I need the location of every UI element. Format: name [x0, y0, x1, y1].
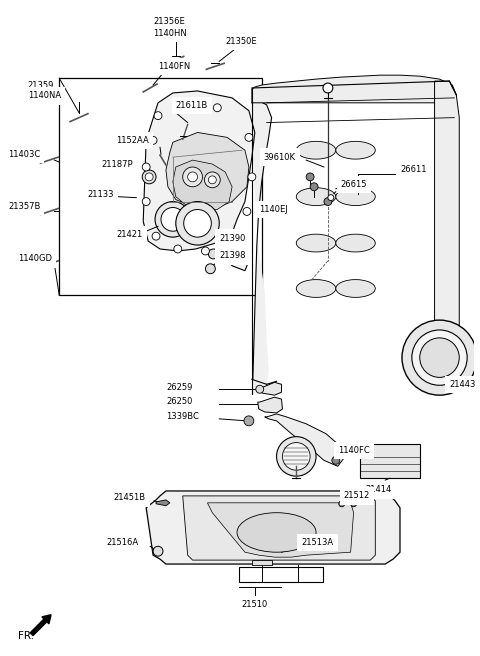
Ellipse shape	[336, 188, 375, 205]
Text: 26615: 26615	[341, 180, 367, 190]
Circle shape	[420, 338, 459, 377]
Circle shape	[282, 443, 310, 470]
Text: 21356E: 21356E	[153, 17, 185, 26]
Text: 1152AA: 1152AA	[117, 136, 149, 145]
Polygon shape	[173, 160, 232, 211]
Circle shape	[243, 207, 251, 215]
Circle shape	[339, 501, 345, 507]
Text: 1339BC: 1339BC	[166, 413, 199, 421]
Text: 26259: 26259	[166, 382, 192, 392]
Circle shape	[188, 172, 198, 182]
Text: 1140NA: 1140NA	[28, 91, 61, 100]
Circle shape	[324, 197, 332, 205]
Circle shape	[310, 183, 318, 191]
Text: 11403C: 11403C	[8, 150, 40, 159]
Circle shape	[161, 207, 185, 231]
Text: 1140HN: 1140HN	[153, 29, 187, 38]
Circle shape	[202, 247, 209, 255]
Text: 39610K: 39610K	[264, 153, 296, 161]
Bar	[360, 443, 420, 478]
Ellipse shape	[237, 513, 316, 552]
Ellipse shape	[336, 234, 375, 252]
Ellipse shape	[296, 141, 336, 159]
Text: 26250: 26250	[166, 397, 192, 405]
Circle shape	[205, 264, 216, 274]
Circle shape	[328, 195, 334, 201]
Circle shape	[142, 170, 156, 184]
Text: 21133: 21133	[87, 190, 113, 199]
Text: 1140FC: 1140FC	[338, 446, 370, 455]
Polygon shape	[252, 560, 272, 565]
Text: 21421: 21421	[117, 230, 143, 239]
Bar	[59, 78, 262, 295]
Text: 26611: 26611	[400, 165, 427, 174]
Circle shape	[204, 172, 220, 188]
Circle shape	[332, 457, 340, 464]
Text: 21510: 21510	[242, 600, 268, 609]
Circle shape	[402, 320, 477, 395]
Text: 21516A: 21516A	[107, 538, 139, 547]
Polygon shape	[183, 496, 375, 560]
Polygon shape	[166, 133, 249, 209]
Circle shape	[256, 385, 264, 393]
Circle shape	[176, 201, 219, 245]
Text: 21350E: 21350E	[225, 37, 257, 46]
Polygon shape	[143, 91, 255, 271]
Ellipse shape	[296, 279, 336, 297]
Text: 21390: 21390	[219, 234, 246, 243]
Circle shape	[153, 546, 163, 556]
Circle shape	[350, 501, 357, 507]
Polygon shape	[252, 101, 272, 394]
Circle shape	[213, 104, 221, 112]
Text: 21512: 21512	[344, 491, 370, 501]
Circle shape	[149, 136, 157, 144]
Text: 21443: 21443	[449, 380, 476, 389]
Circle shape	[245, 133, 253, 141]
Circle shape	[183, 167, 203, 187]
FancyArrow shape	[30, 615, 51, 636]
Circle shape	[174, 245, 182, 253]
Ellipse shape	[336, 141, 375, 159]
Text: 1140FN: 1140FN	[158, 62, 190, 71]
Text: 21357B: 21357B	[8, 202, 40, 211]
Bar	[239, 567, 323, 582]
Text: 21359: 21359	[28, 81, 54, 89]
Polygon shape	[146, 491, 400, 564]
Polygon shape	[156, 500, 170, 506]
Text: FR.: FR.	[18, 631, 34, 641]
Text: 21451B: 21451B	[114, 493, 146, 502]
Polygon shape	[434, 81, 459, 379]
Text: 21398: 21398	[219, 251, 246, 260]
Circle shape	[306, 173, 314, 181]
Circle shape	[244, 416, 254, 426]
Circle shape	[155, 201, 191, 237]
Polygon shape	[258, 397, 282, 413]
Polygon shape	[257, 382, 281, 395]
Text: 1140GD: 1140GD	[18, 255, 52, 263]
Circle shape	[323, 83, 333, 93]
Text: 21414: 21414	[365, 485, 392, 495]
Circle shape	[142, 163, 150, 171]
Polygon shape	[207, 502, 354, 557]
Circle shape	[152, 232, 160, 240]
Circle shape	[412, 330, 467, 385]
Circle shape	[208, 176, 216, 184]
Text: 1140EJ: 1140EJ	[259, 205, 288, 214]
Text: 21611B: 21611B	[176, 101, 208, 110]
Circle shape	[228, 237, 236, 245]
Ellipse shape	[336, 279, 375, 297]
Circle shape	[154, 112, 162, 119]
Polygon shape	[264, 414, 344, 466]
Ellipse shape	[296, 234, 336, 252]
Circle shape	[145, 173, 153, 181]
Circle shape	[208, 249, 218, 259]
Circle shape	[248, 173, 256, 181]
Text: 21513A: 21513A	[301, 538, 334, 547]
Text: 21187P: 21187P	[102, 159, 133, 169]
Polygon shape	[252, 75, 456, 103]
Circle shape	[276, 437, 316, 476]
Ellipse shape	[296, 188, 336, 205]
Circle shape	[184, 209, 211, 237]
Circle shape	[142, 197, 150, 205]
